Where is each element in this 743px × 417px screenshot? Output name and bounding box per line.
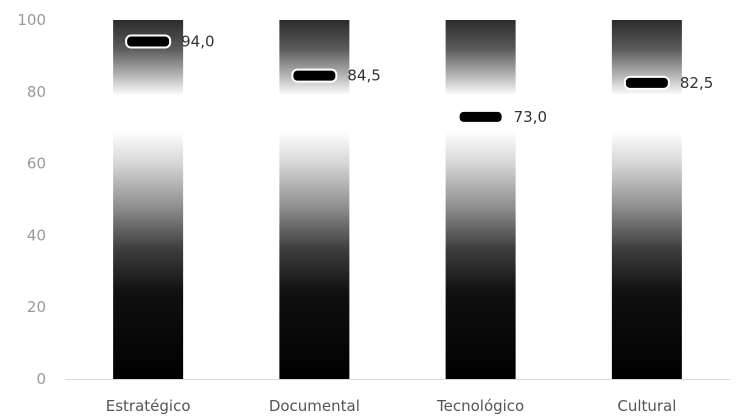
marker (291, 68, 338, 83)
y-tick-label: 40 (27, 226, 46, 244)
y-tick-label: 0 (36, 370, 46, 388)
bar (445, 20, 516, 379)
bar (611, 20, 682, 379)
x-tick-label: Estratégico (106, 397, 191, 415)
x-axis: Estratégico Documental Tecnológico Cultural (106, 397, 677, 415)
bars-group (113, 20, 682, 379)
x-tick-label: Tecnológico (436, 397, 524, 415)
x-tick-label: Documental (269, 397, 360, 415)
value-label: 73,0 (514, 108, 547, 126)
value-label: 82,5 (680, 74, 713, 92)
y-tick-label: 100 (17, 11, 46, 29)
marker (623, 75, 670, 90)
bar (113, 20, 184, 379)
marker (125, 34, 172, 49)
y-tick-label: 20 (27, 298, 46, 316)
marker (457, 109, 504, 124)
x-tick-label: Cultural (617, 397, 676, 415)
markers-group: 94,0 84,5 73,0 82,5 (125, 33, 713, 126)
value-label: 84,5 (347, 67, 380, 85)
y-tick-label: 80 (27, 83, 46, 101)
y-tick-label: 60 (27, 155, 46, 173)
y-axis: 0 20 40 60 80 100 (17, 11, 46, 388)
value-label: 94,0 (181, 33, 214, 51)
